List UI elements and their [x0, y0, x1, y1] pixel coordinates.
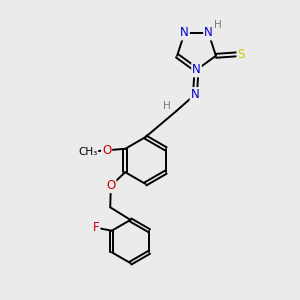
Text: O: O — [102, 144, 111, 157]
Text: N: N — [204, 26, 213, 40]
Text: O: O — [106, 179, 116, 192]
Text: N: N — [192, 63, 201, 76]
Text: N: N — [190, 88, 200, 101]
Text: H: H — [214, 20, 222, 30]
Text: CH₃: CH₃ — [78, 147, 98, 157]
Text: H: H — [163, 100, 171, 111]
Text: N: N — [180, 26, 189, 40]
Text: F: F — [93, 221, 100, 234]
Text: S: S — [237, 48, 245, 61]
